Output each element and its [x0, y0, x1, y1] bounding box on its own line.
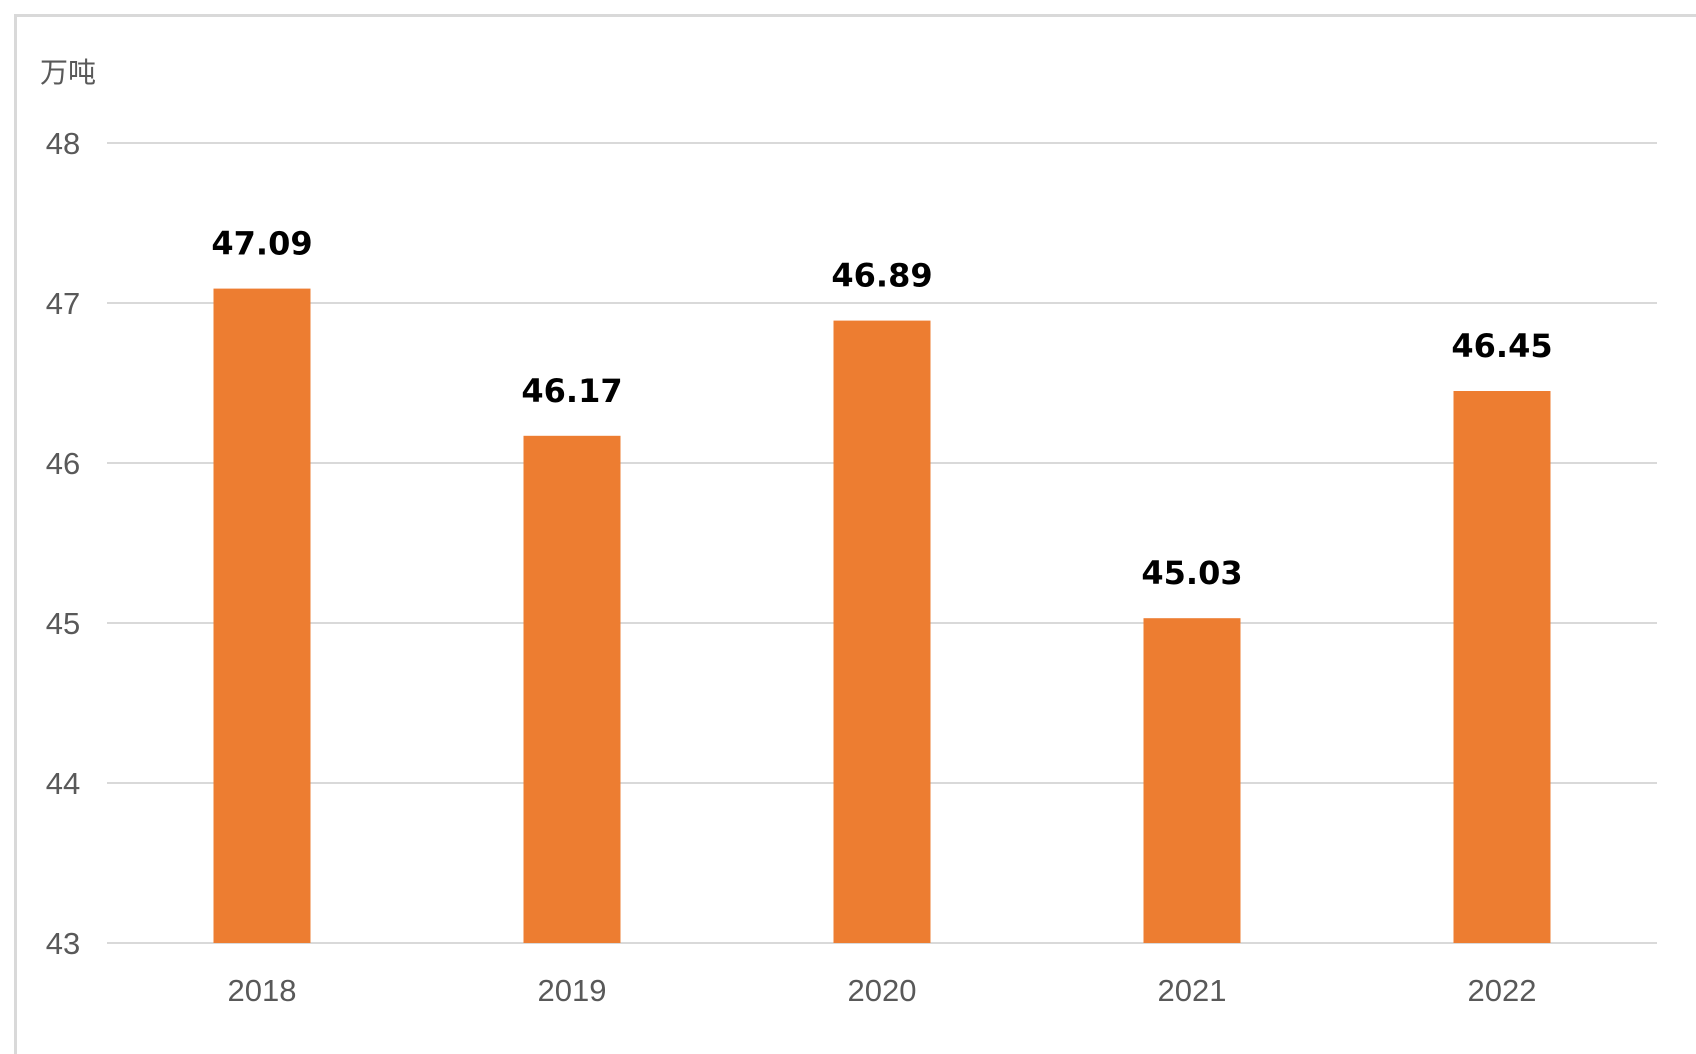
bar-2021	[1143, 618, 1241, 943]
y-axis-ticks: 43 44 45 46 47 48	[46, 126, 80, 961]
y-tick-label-46: 46	[46, 446, 80, 481]
bar-2018	[213, 288, 311, 944]
y-tick-label-44: 44	[46, 766, 80, 801]
data-label-2022: 46.45	[1451, 327, 1552, 365]
y-tick-label-45: 45	[46, 606, 80, 641]
x-tick-label-2019: 2019	[538, 973, 607, 1008]
y-axis-unit-label: 万吨	[40, 56, 96, 89]
y-tick-label-47: 47	[46, 286, 80, 321]
bar-2020	[833, 320, 931, 944]
data-label-2021: 45.03	[1141, 554, 1242, 592]
data-label-2019: 46.17	[521, 372, 622, 410]
y-tick-label-48: 48	[46, 126, 80, 161]
x-tick-label-2021: 2021	[1158, 973, 1227, 1008]
y-tick-label-43: 43	[46, 926, 80, 961]
data-label-2018: 47.09	[211, 225, 312, 263]
x-tick-label-2018: 2018	[228, 973, 297, 1008]
x-axis-ticks: 2018 2019 2020 2021 2022	[228, 973, 1537, 1008]
bars	[213, 288, 1551, 944]
bar-2022	[1453, 391, 1551, 943]
x-tick-label-2020: 2020	[848, 973, 917, 1008]
bar-2019	[523, 435, 621, 943]
data-labels: 47.09 46.17 46.89 45.03 46.45	[211, 225, 1552, 593]
data-label-2020: 46.89	[831, 257, 932, 295]
x-tick-label-2022: 2022	[1468, 973, 1537, 1008]
